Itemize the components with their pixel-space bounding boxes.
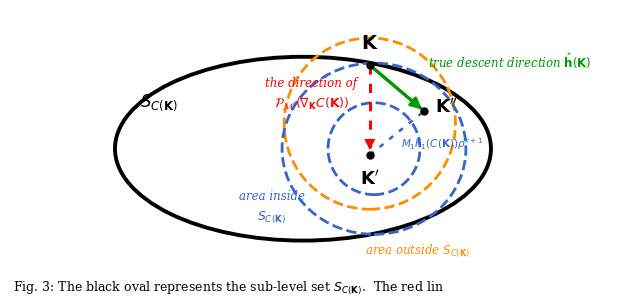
Text: $\mathcal{P}_{\mathcal{M}^\prime}(\nabla_{\mathbf{K}}C(\mathbf{K}))$: $\mathcal{P}_{\mathcal{M}^\prime}(\nabla… (273, 97, 349, 113)
Text: $S_{C(\mathbf{K})}$: $S_{C(\mathbf{K})}$ (140, 92, 178, 113)
Text: $S_{C(\mathbf{K})}$: $S_{C(\mathbf{K})}$ (257, 209, 286, 226)
Text: area outside $S_{C(\mathbf{K})}$: area outside $S_{C(\mathbf{K})}$ (365, 243, 470, 260)
Text: $\mathbf{K''}$: $\mathbf{K''}$ (435, 98, 458, 116)
Text: area inside: area inside (239, 190, 305, 203)
Text: the direction of: the direction of (265, 77, 357, 90)
Text: $\mathbf{K'}$: $\mathbf{K'}$ (360, 169, 380, 189)
Ellipse shape (115, 57, 491, 241)
Point (365, 153, 375, 158)
Point (365, 63, 375, 68)
Text: $\mathbf{K}$: $\mathbf{K}$ (361, 34, 379, 52)
Text: true descent direction $\hat{\mathbf{h}}(\mathbf{K})$: true descent direction $\hat{\mathbf{h}}… (428, 51, 592, 71)
Text: Fig. 3: The black oval represents the sub-level set $S_{C(\mathbf{K})}$.  The re: Fig. 3: The black oval represents the su… (13, 280, 444, 297)
Point (419, 109, 429, 113)
Text: $M_1 F_1(C(\mathbf{K}))\rho^{k+1}$: $M_1 F_1(C(\mathbf{K}))\rho^{k+1}$ (401, 136, 484, 152)
